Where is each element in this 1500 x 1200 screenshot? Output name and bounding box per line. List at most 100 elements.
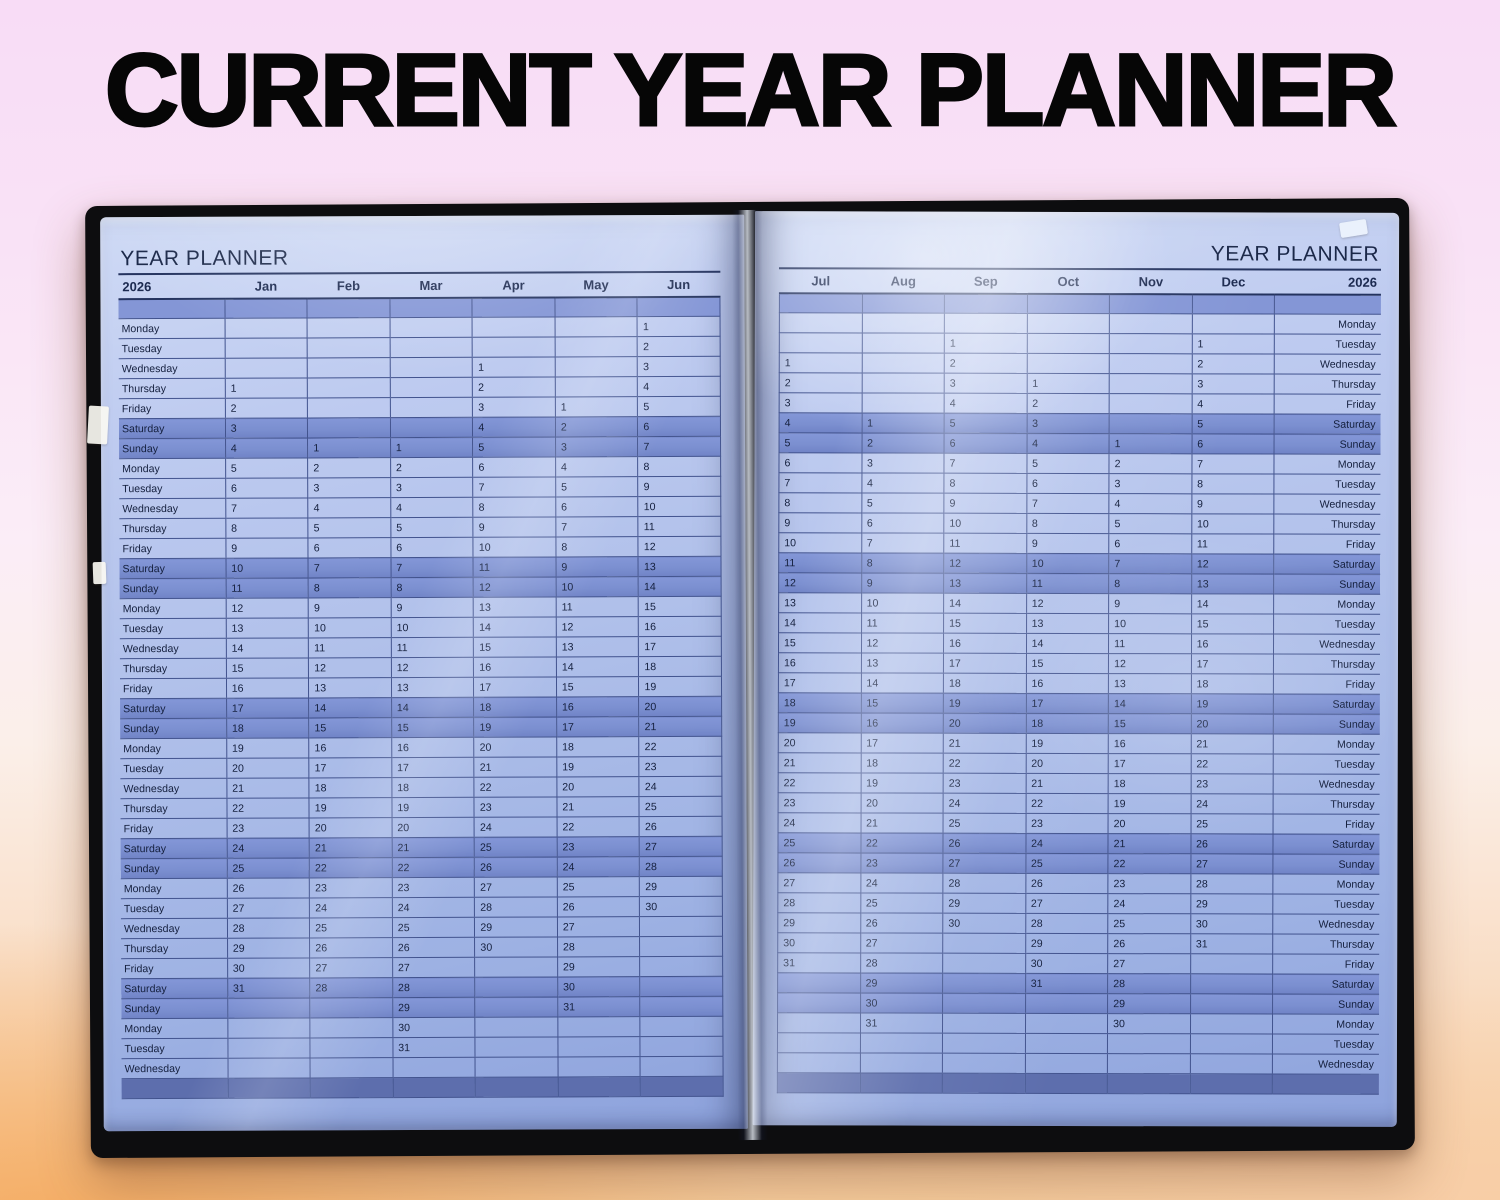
date-cell: 14	[638, 576, 722, 597]
left-planner-body: Monday 1 Tuesday 2 Wednesday 1 3 Thursday 1 2 4 Fri…	[118, 296, 724, 1099]
month-header: Mar	[389, 273, 473, 299]
date-cell	[224, 337, 308, 359]
date-cell: 27	[557, 916, 640, 937]
date-cell	[555, 376, 638, 397]
date-cell: 10	[555, 576, 639, 597]
date-cell: 16	[778, 652, 862, 673]
date-cell: 2	[225, 397, 308, 419]
date-cell	[859, 1052, 943, 1074]
date-cell: 19	[1025, 733, 1109, 754]
planner-row: Wednesday 21 18 18 22 20 24	[120, 776, 722, 799]
date-cell: 6	[1191, 433, 1275, 455]
date-cell: 6	[555, 496, 639, 517]
date-cell: 10	[1026, 553, 1109, 574]
date-cell	[310, 997, 393, 1018]
planner-row: Friday 23 20 20 24 22 26	[120, 816, 723, 839]
date-cell: 4	[944, 393, 1027, 414]
planner-row: 17 14 18 16 13 18 Friday	[778, 672, 1380, 695]
planner-row: 29 26 30 28 25 30 Wednesday	[777, 912, 1380, 935]
planner-row: Saturday 24 21 21 25 23 27	[120, 836, 723, 859]
date-cell: 4	[1026, 433, 1110, 454]
date-cell: 10	[473, 536, 556, 558]
day-label: Monday	[1272, 1014, 1380, 1035]
planner-row: 3 4 2 4 Friday	[779, 392, 1381, 415]
day-label: Thursday	[119, 518, 226, 539]
date-cell: 1	[225, 377, 308, 399]
date-cell: 5	[555, 476, 639, 497]
planner-row: Wednesday 14 11 11 15 13 17	[119, 636, 722, 659]
spacer-row	[779, 293, 1381, 315]
planner-row: Thursday 15 12 12 16 14 18	[119, 656, 722, 679]
date-cell: 9	[638, 476, 721, 497]
date-cell: 4	[390, 497, 474, 518]
date-cell: 24	[309, 897, 393, 918]
month-header: Jun	[637, 272, 720, 298]
tape-mark	[87, 405, 109, 445]
date-cell: 6	[861, 512, 944, 534]
date-cell: 31	[392, 1037, 476, 1058]
date-cell: 7	[637, 436, 721, 457]
day-label: Wednesday	[1274, 494, 1381, 515]
date-cell	[554, 316, 638, 337]
date-cell: 24	[474, 816, 557, 838]
date-cell: 21	[226, 777, 310, 799]
date-cell: 22	[1025, 793, 1109, 814]
date-cell: 11	[391, 637, 474, 658]
planner-row: Sunday 11 8 8 12 10 14	[119, 576, 722, 599]
date-cell: 4	[308, 497, 391, 518]
date-cell: 6	[308, 537, 391, 558]
date-cell: 5	[390, 517, 474, 538]
day-label: Thursday	[118, 378, 226, 399]
date-cell: 29	[1025, 933, 1108, 954]
date-cell: 23	[1107, 873, 1191, 894]
date-cell: 19	[638, 676, 722, 697]
day-label: Friday	[1272, 954, 1380, 975]
date-cell: 8	[638, 456, 721, 477]
date-cell	[777, 1012, 861, 1033]
date-cell: 17	[1191, 653, 1274, 675]
date-cell: 20	[778, 732, 861, 753]
date-cell: 7	[390, 557, 474, 578]
date-cell: 13	[308, 677, 392, 698]
day-label: Friday	[119, 538, 226, 559]
date-cell: 17	[943, 653, 1027, 674]
date-cell: 31	[1025, 973, 1108, 994]
date-cell: 2	[390, 457, 474, 478]
planner-page-left: YEAR PLANNER 2026 Jan Feb Mar Apr May Jun Mond…	[100, 214, 748, 1132]
month-header: Apr	[472, 273, 555, 298]
date-cell	[472, 316, 555, 338]
date-cell: 30	[860, 992, 943, 1014]
planner-row: 18 15 19 17 14 19 Saturday	[778, 692, 1380, 715]
day-label: Monday	[119, 458, 226, 479]
date-cell: 15	[860, 692, 944, 714]
date-cell: 31	[1190, 933, 1274, 955]
month-header: Aug	[861, 269, 945, 294]
date-cell: 1	[1191, 333, 1275, 355]
planner-row: Saturday 3 4 2 6	[118, 416, 721, 439]
date-cell	[1189, 1073, 1273, 1095]
date-cell: 24	[392, 897, 475, 918]
date-cell: 14	[778, 612, 862, 633]
planner-row: Saturday 10 7 7 11 9 13	[119, 556, 722, 579]
date-cell: 13	[1191, 573, 1274, 595]
date-cell: 16	[860, 712, 944, 734]
day-label: Tuesday	[120, 758, 227, 779]
date-cell: 11	[473, 556, 556, 578]
day-label: Sunday	[1273, 714, 1380, 735]
date-cell: 4	[637, 376, 721, 397]
date-cell: 12	[638, 536, 721, 557]
date-cell: 11	[1026, 573, 1109, 594]
day-label	[1274, 294, 1381, 315]
date-cell	[307, 397, 391, 418]
planner-row: Thursday 1 2 4	[118, 376, 721, 399]
planner-row: Friday 30 27 27 29	[121, 956, 723, 979]
date-cell: 8	[778, 492, 862, 513]
date-cell	[475, 976, 558, 998]
date-cell: 23	[778, 792, 861, 813]
date-cell	[779, 312, 862, 333]
date-cell: 26	[639, 816, 723, 837]
day-label: Monday	[120, 878, 228, 899]
date-cell: 18	[309, 777, 392, 798]
date-cell: 11	[556, 596, 639, 617]
date-cell: 15	[226, 657, 309, 679]
